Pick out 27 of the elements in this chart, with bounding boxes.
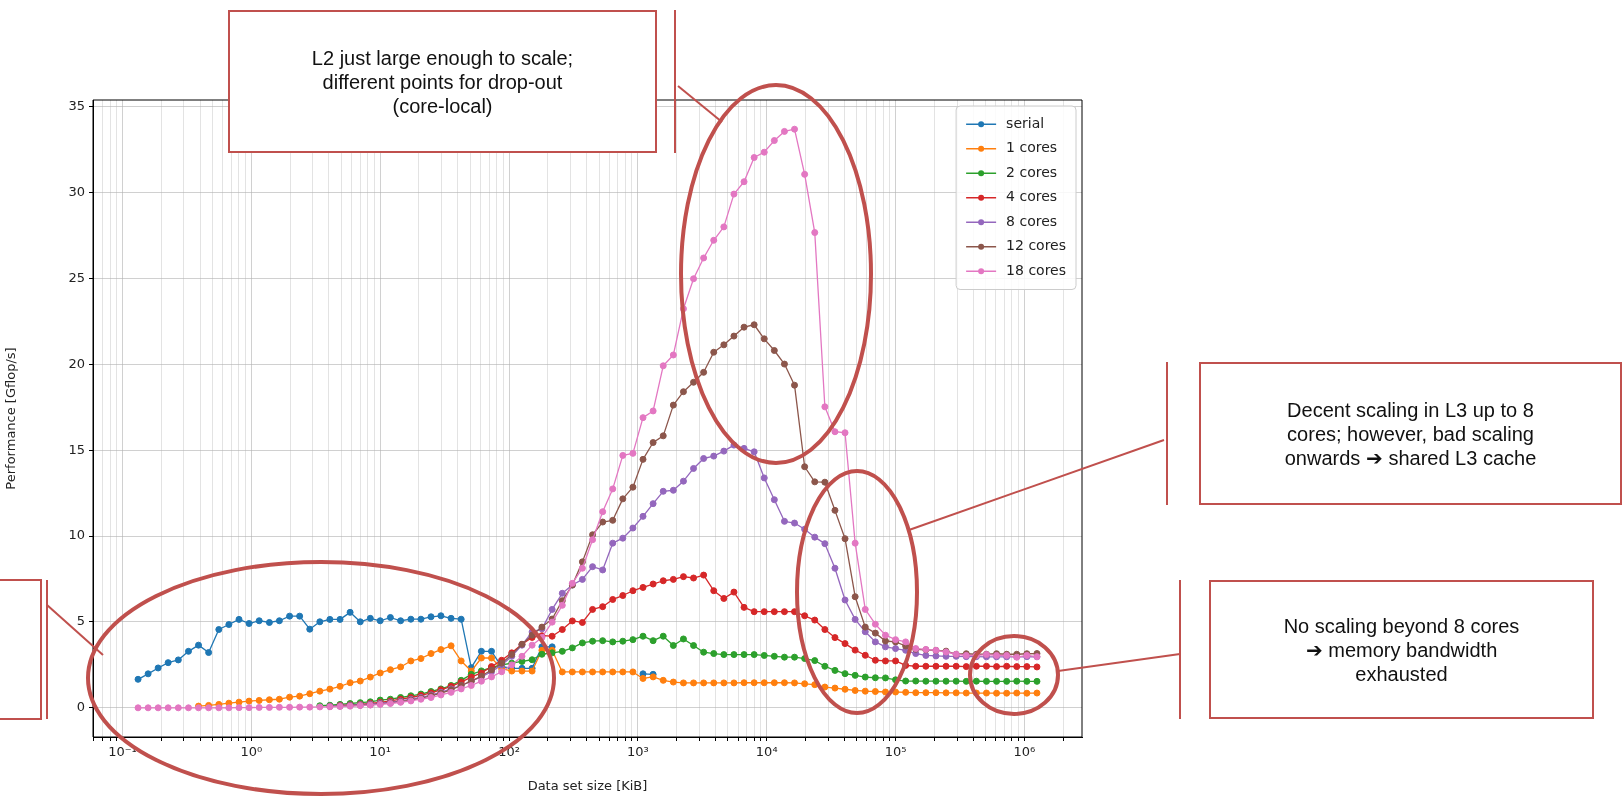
legend-label: 2 cores — [1006, 163, 1058, 180]
x-axis-title: Data set size [KiB] — [527, 777, 648, 793]
y-axis-title: Performance [Gflop/s] — [3, 347, 19, 490]
y-tick-label: 10 — [68, 527, 85, 543]
text-box: No scaling beyond 8 cores ➔ memory bandwidth exhausted — [1209, 580, 1594, 719]
x-tick-label: 10⁴ — [755, 744, 778, 760]
x-tick-label: 10¹ — [369, 744, 392, 760]
legend-label: 1 cores — [1006, 139, 1058, 156]
y-tick-label: 5 — [76, 613, 85, 629]
y-tick-label: 20 — [68, 355, 85, 371]
annotation: L2 just large enough to scale; different points for drop-out (core-local) — [310, 45, 575, 118]
legend-label: 4 cores — [1006, 188, 1058, 205]
y-tick-label: 25 — [68, 269, 85, 285]
text-box: Decent scaling in L3 up to 8 cores; however, bad scaling onwards ➔ shared L3 cache — [1199, 362, 1622, 505]
legend-label: 12 cores — [1006, 237, 1067, 254]
y-tick-label: 35 — [68, 98, 85, 114]
x-tick-label: 10⁰ — [240, 744, 263, 760]
y-tick-label: 0 — [76, 699, 85, 715]
legend-label: 8 cores — [1006, 212, 1058, 229]
x-tick-label: 10⁶ — [1013, 744, 1036, 760]
legend-label: 18 cores — [1006, 261, 1067, 278]
x-tick-label: 10⁵ — [884, 744, 907, 760]
x-tick-label: 10³ — [626, 744, 649, 760]
text-box: L2 just large enough to scale; different points for drop-out (core-local) — [228, 10, 657, 153]
y-tick-label: 15 — [68, 441, 85, 457]
legend-label: serial — [1006, 114, 1045, 131]
y-tick-label: 30 — [68, 184, 85, 200]
